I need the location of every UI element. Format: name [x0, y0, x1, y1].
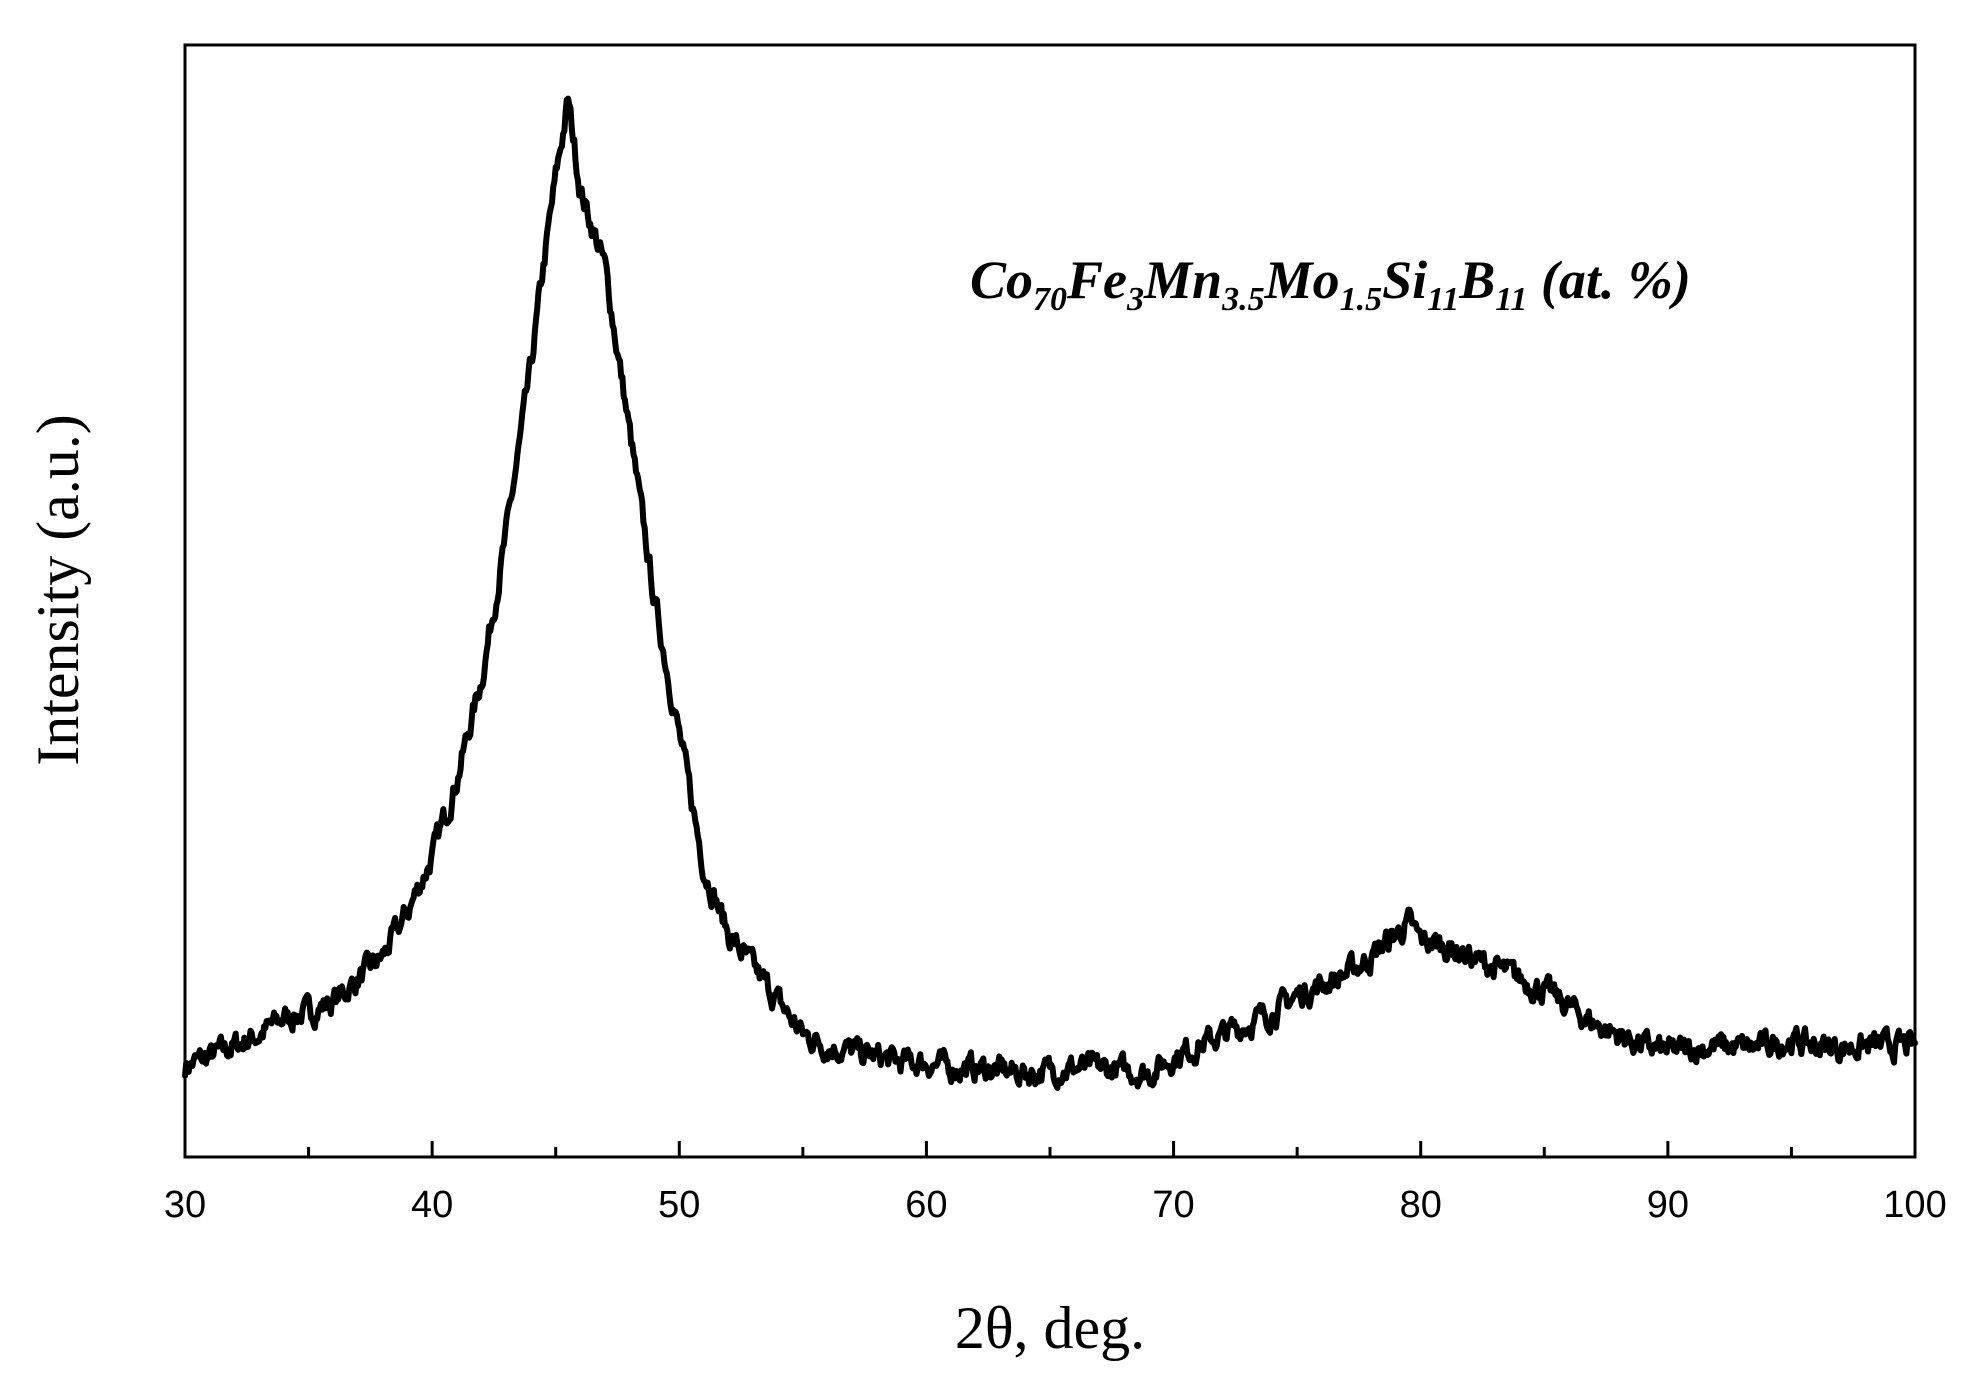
- composition-annotation: Co70Fe3Mn3.5Mo1.5Si11B11 (at. %): [970, 250, 1691, 318]
- annotation-subscript: 11: [1427, 281, 1459, 318]
- annotation-text: Si: [1382, 250, 1427, 310]
- x-axis-tick-labels: 30 40 50 60 70 80 90 100: [164, 1184, 1947, 1226]
- x-tick-label: 90: [1647, 1184, 1689, 1226]
- x-tick-label: 30: [164, 1184, 206, 1226]
- y-axis-label: Intensity (a.u.): [25, 414, 91, 766]
- annotation-text: Fe: [1066, 250, 1127, 310]
- annotation-subscript: 3: [1126, 281, 1144, 318]
- annotation-subscript: 1.5: [1340, 281, 1383, 318]
- x-tick-label: 40: [411, 1184, 453, 1226]
- annotation-text: Mo: [1264, 250, 1340, 310]
- x-tick-label: 100: [1883, 1184, 1946, 1226]
- x-axis-label: 2θ, deg.: [955, 1295, 1145, 1361]
- series-line: [182, 95, 1918, 1091]
- annotation-text: Mn: [1143, 250, 1222, 310]
- x-axis-ticks: [183, 1141, 1917, 1157]
- x-tick-label: 50: [658, 1184, 700, 1226]
- annotation-subscript: 70: [1033, 281, 1067, 318]
- annotation-text: (at. %): [1527, 250, 1690, 310]
- x-tick-label: 70: [1152, 1184, 1194, 1226]
- x-tick-label: 80: [1400, 1184, 1442, 1226]
- annotation-subscript: 11: [1495, 281, 1527, 318]
- annotation-subscript: 3.5: [1221, 281, 1265, 318]
- x-tick-label: 60: [905, 1184, 947, 1226]
- annotation-text: B: [1458, 250, 1495, 310]
- plot-frame: [183, 43, 1917, 1159]
- annotation-text: Co: [970, 250, 1033, 310]
